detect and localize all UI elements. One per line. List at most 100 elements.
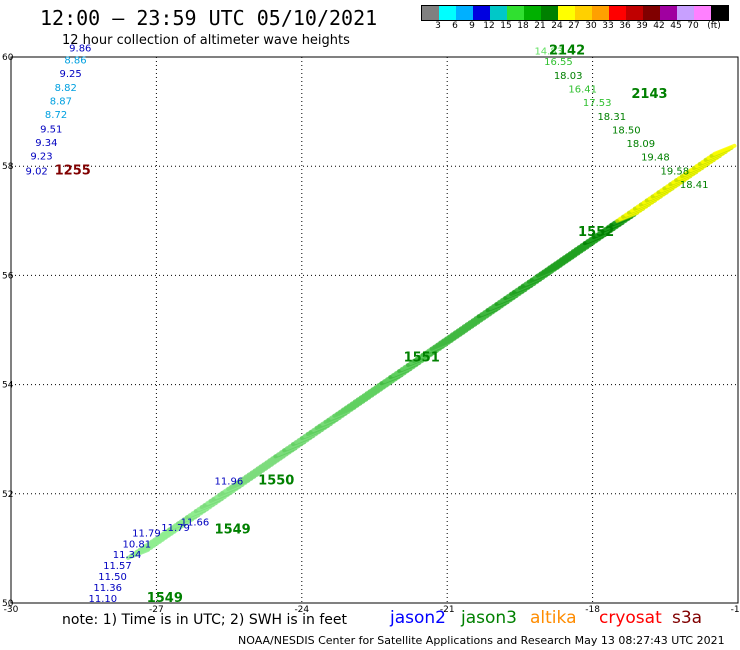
- y-tick-label: 56: [2, 271, 14, 281]
- color-scale-label: 36: [619, 21, 631, 31]
- y-tick-label: 58: [2, 162, 14, 172]
- color-scale-label: 21: [534, 21, 546, 31]
- data-point-jason2: 11.10: [89, 594, 118, 605]
- data-point-jason2: 8.86: [64, 56, 86, 67]
- data-point-jason2: 11.57: [103, 561, 132, 572]
- color-swatch: [541, 6, 558, 20]
- x-tick-label: -24: [294, 605, 309, 615]
- color-swatch: [643, 6, 660, 20]
- color-scale-label: (ft): [707, 21, 721, 31]
- color-swatch: [524, 6, 541, 20]
- color-swatch: [473, 6, 490, 20]
- pass-label: 1551: [404, 351, 440, 366]
- satellite-label-jason3: jason3: [461, 608, 517, 628]
- pass-label: 2142: [549, 43, 585, 58]
- data-point-jason2: 9.02: [26, 166, 48, 177]
- x-tick-label: -15: [731, 605, 740, 615]
- data-points: 9.02 9.23 9.34 9.51 8.72 8.87 8.82 9.25 8.869.86…: [26, 44, 709, 605]
- color-scale-label: 12: [483, 21, 495, 31]
- satellite-label-jason2: jason2: [390, 608, 446, 628]
- color-swatch: [575, 6, 592, 20]
- pass-label: 1549: [215, 523, 251, 538]
- y-tick-label: 50: [2, 599, 14, 609]
- color-swatch: [626, 6, 643, 20]
- data-point-jason2: 11.36: [93, 583, 122, 594]
- color-scale-label: 18: [517, 21, 529, 31]
- pass-label: 1552: [578, 225, 614, 240]
- color-scale-label: 24: [551, 21, 563, 31]
- data-point-jason2: 11.34: [113, 550, 142, 561]
- data-point-jason2: 11.96: [215, 477, 244, 488]
- plot-frame: [10, 56, 739, 604]
- color-scale-label: 30: [585, 21, 597, 31]
- footer-credit: NOAA/NESDIS Center for Satellite Applica…: [238, 634, 725, 647]
- track-reading: [712, 143, 737, 156]
- data-point-jason2: 8.87: [50, 97, 72, 108]
- color-swatch: [507, 6, 524, 20]
- color-swatch: [558, 6, 575, 20]
- data-point-jason3: 18.09: [627, 139, 656, 150]
- data-point-jason3: 18.31: [597, 112, 626, 123]
- color-scale-label: 45: [670, 21, 682, 31]
- color-swatch: [456, 6, 473, 20]
- color-swatch: [694, 6, 711, 20]
- data-point-jason3: 18.03: [554, 71, 583, 82]
- color-scale-label: 70: [687, 21, 699, 31]
- data-point-jason2: 11.79: [132, 528, 161, 539]
- pass-label: 1550: [258, 474, 294, 489]
- data-point-jason3: 19.58: [660, 166, 689, 177]
- color-scale-label: 15: [500, 21, 512, 31]
- color-scale-label: 39: [636, 21, 648, 31]
- data-point-jason3: 16.41: [568, 84, 597, 95]
- color-scale-label: 6: [452, 21, 458, 31]
- pass-label: 1255: [55, 163, 91, 178]
- data-point-jason2: 10.81: [122, 539, 151, 550]
- data-point-jason2: 11.50: [98, 572, 127, 583]
- chart-subtitle: 12 hour collection of altimeter wave hei…: [62, 33, 350, 48]
- footer-note: note: 1) Time is in UTC; 2) SWH is in fe…: [62, 612, 348, 628]
- color-scale-labels: 3 6 9 12 15 18 21 24 27 30 33 36 39 42 45 70 (ft): [421, 21, 727, 33]
- x-tick-label: -27: [149, 605, 164, 615]
- data-point-jason3: 17.53: [583, 98, 612, 109]
- color-scale-legend: [421, 5, 729, 21]
- color-swatch: [609, 6, 626, 20]
- color-swatch: [660, 6, 677, 20]
- y-tick-label: 52: [2, 490, 13, 500]
- data-point-jason3: 16.55: [544, 57, 573, 68]
- color-swatch: [422, 6, 439, 20]
- data-point-jason2: 9.34: [35, 138, 57, 149]
- data-point-jason2: 9.86: [69, 44, 91, 55]
- tick-labels: -30 -27 -24 -21 -18 -15 50 52 54 56 58 60: [2, 53, 740, 615]
- color-scale-label: 42: [653, 21, 665, 31]
- satellite-label-altika: altika: [530, 608, 577, 628]
- satellite-label-s3a: s3a: [672, 608, 703, 628]
- grid-lines: [11, 57, 738, 603]
- data-point-jason3: 14.83: [534, 46, 563, 57]
- data-point-jason2: 11.66: [181, 517, 210, 528]
- data-point-jason2: 8.72: [45, 110, 67, 121]
- color-swatch: [490, 6, 507, 20]
- data-point-jason2: 9.23: [30, 152, 52, 163]
- data-point-jason2: 9.51: [40, 124, 62, 135]
- color-swatch: [439, 6, 456, 20]
- color-scale-label: 9: [469, 21, 475, 31]
- color-scale-label: 27: [568, 21, 580, 31]
- color-swatch: [677, 6, 694, 20]
- x-tick-label: -18: [585, 605, 600, 615]
- pass-label: 1549: [147, 591, 183, 606]
- color-swatch: [592, 6, 609, 20]
- data-point-jason3: 18.41: [680, 180, 709, 191]
- pass-labels: 1255 2142 2143 1549 1549 1550 1551 1552: [55, 43, 668, 606]
- y-tick-label: 60: [2, 53, 14, 63]
- satellite-label-cryosat: cryosat: [599, 608, 662, 628]
- data-point-jason2: 9.25: [59, 69, 81, 80]
- color-swatch: [711, 6, 728, 20]
- y-tick-label: 54: [2, 381, 14, 391]
- color-scale-label: 3: [435, 21, 441, 31]
- x-tick-label: -30: [4, 605, 19, 615]
- chart-title: 12:00 – 23:59 UTC 05/10/2021: [40, 6, 378, 30]
- data-point-jason3: 18.50: [612, 125, 641, 136]
- data-point-jason2: 11.79: [161, 523, 190, 534]
- track-swath: [126, 143, 737, 560]
